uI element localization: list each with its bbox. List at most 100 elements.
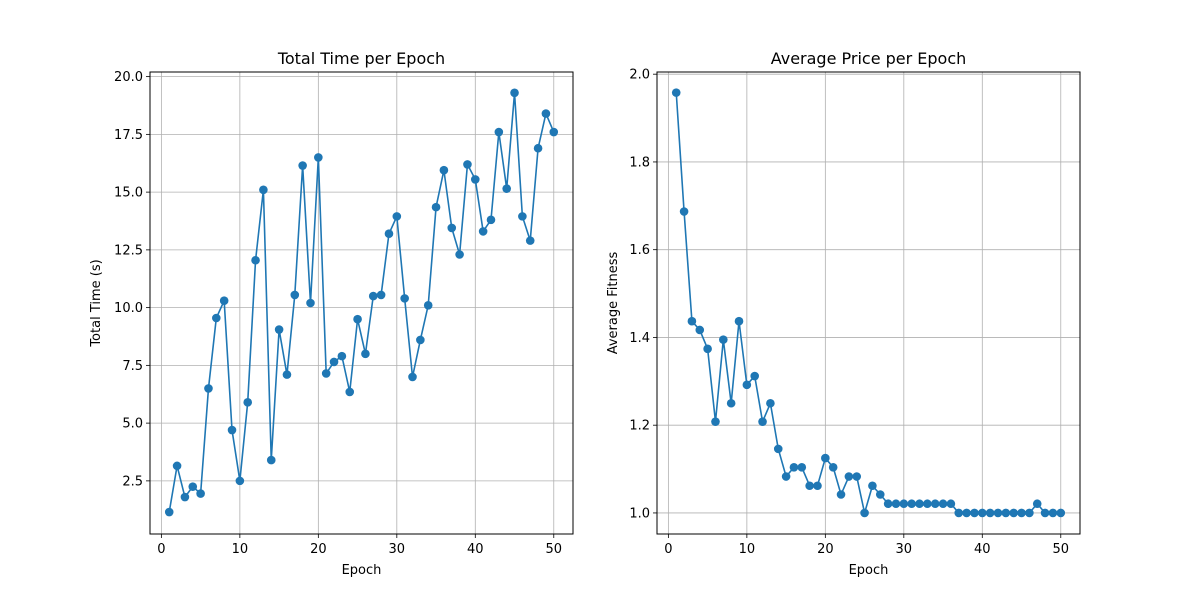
y-tick-label: 2.0	[629, 68, 650, 83]
x-tick-label: 0	[664, 542, 672, 557]
data-point	[938, 499, 948, 509]
data-point	[726, 398, 736, 408]
data-point	[781, 472, 791, 481]
y-tick-label: 1.4	[629, 331, 650, 346]
data-point	[797, 463, 807, 472]
data-point	[518, 212, 527, 221]
data-point	[298, 161, 307, 170]
data-point	[290, 290, 300, 300]
data-point	[525, 236, 535, 245]
data-point	[1032, 499, 1042, 509]
data-point	[510, 88, 519, 98]
x-tick-label: 20	[310, 542, 327, 557]
y-axis-label: Total Time (s)	[89, 259, 104, 347]
data-point	[400, 294, 409, 303]
data-point	[368, 291, 378, 301]
x-tick-label: 30	[896, 542, 913, 557]
data-point	[227, 425, 237, 435]
data-point	[259, 185, 268, 195]
x-tick-label: 50	[545, 542, 562, 557]
data-point	[431, 202, 441, 212]
data-point	[954, 508, 964, 518]
data-point	[361, 349, 370, 359]
data-point	[172, 461, 182, 471]
data-point	[679, 207, 689, 216]
chart-average-price: 0 10 20 30 40 50 1.0 1.2 1.4 1.6 1.8 2.0 Average Pr…	[606, 49, 1081, 578]
data-point	[977, 508, 987, 518]
data-point	[243, 398, 253, 407]
plot-frame	[656, 71, 1081, 535]
data-point	[306, 298, 315, 308]
data-point	[899, 499, 909, 509]
data-point	[868, 481, 877, 491]
plot-frame	[149, 71, 574, 535]
y-tick-label: 1.8	[629, 155, 650, 170]
data-point	[549, 127, 559, 137]
data-point	[883, 499, 893, 509]
data-point	[439, 165, 449, 175]
data-point	[353, 314, 362, 324]
data-point	[314, 153, 323, 162]
data-point	[805, 481, 814, 491]
data-point	[212, 313, 221, 323]
data-point	[384, 229, 394, 238]
data-point	[970, 508, 979, 518]
data-point	[750, 371, 760, 381]
data-point	[930, 499, 940, 509]
data-point	[164, 507, 174, 517]
grid-lines	[657, 72, 1080, 534]
y-tick-label: 15.0	[114, 186, 143, 201]
data-point	[274, 325, 284, 334]
x-tick-label: 30	[389, 542, 406, 557]
data-point	[282, 370, 292, 379]
x-axis-label: Epoch	[849, 563, 889, 578]
data-point	[915, 499, 924, 509]
data-point	[836, 490, 846, 499]
data-point	[734, 316, 744, 326]
data-point	[188, 482, 198, 491]
y-tick-label: 1.0	[629, 506, 650, 521]
data-point	[703, 344, 712, 354]
data-point	[742, 380, 752, 390]
x-tick-label: 20	[817, 542, 834, 557]
data-point	[711, 417, 720, 426]
x-tick-label: 40	[467, 542, 484, 557]
y-tick-label: 5.0	[122, 417, 143, 432]
data-point	[1025, 508, 1034, 518]
chart-total-time: 0 10 20 30 40 50 2.5 5.0 7.5 10.0 12.5 15.0 17.5 20.0…	[89, 49, 574, 578]
data-point	[321, 369, 331, 378]
data-point	[376, 290, 386, 300]
data-point	[766, 398, 775, 408]
data-point	[266, 455, 276, 465]
data-point	[671, 88, 681, 97]
data-point	[875, 490, 885, 499]
data-point	[1040, 508, 1050, 518]
data-points	[671, 88, 1066, 518]
data-point	[962, 508, 971, 518]
data-point	[470, 175, 480, 184]
x-tick-label: 10	[232, 542, 249, 557]
data-point	[821, 453, 830, 463]
data-point	[1001, 508, 1011, 518]
data-point	[1056, 508, 1066, 518]
data-point	[337, 351, 347, 361]
data-point	[408, 372, 417, 382]
data-point	[946, 499, 956, 509]
data-point	[695, 325, 705, 335]
y-tick-label: 2.5	[122, 474, 143, 489]
data-point	[719, 335, 728, 344]
axis-ticks: 0 10 20 30 40 50 2.5 5.0 7.5 10.0 12.5 15.0 17.5 20.0	[114, 70, 562, 557]
data-point	[447, 223, 457, 233]
data-point	[993, 508, 1003, 518]
data-point	[502, 184, 511, 193]
x-axis-label: Epoch	[342, 563, 382, 578]
y-tick-label: 12.5	[114, 243, 143, 258]
data-point	[486, 215, 496, 225]
y-tick-label: 1.6	[629, 243, 650, 258]
data-point	[828, 463, 838, 472]
data-point	[860, 508, 869, 518]
data-point	[392, 212, 402, 221]
data-point	[204, 384, 213, 393]
